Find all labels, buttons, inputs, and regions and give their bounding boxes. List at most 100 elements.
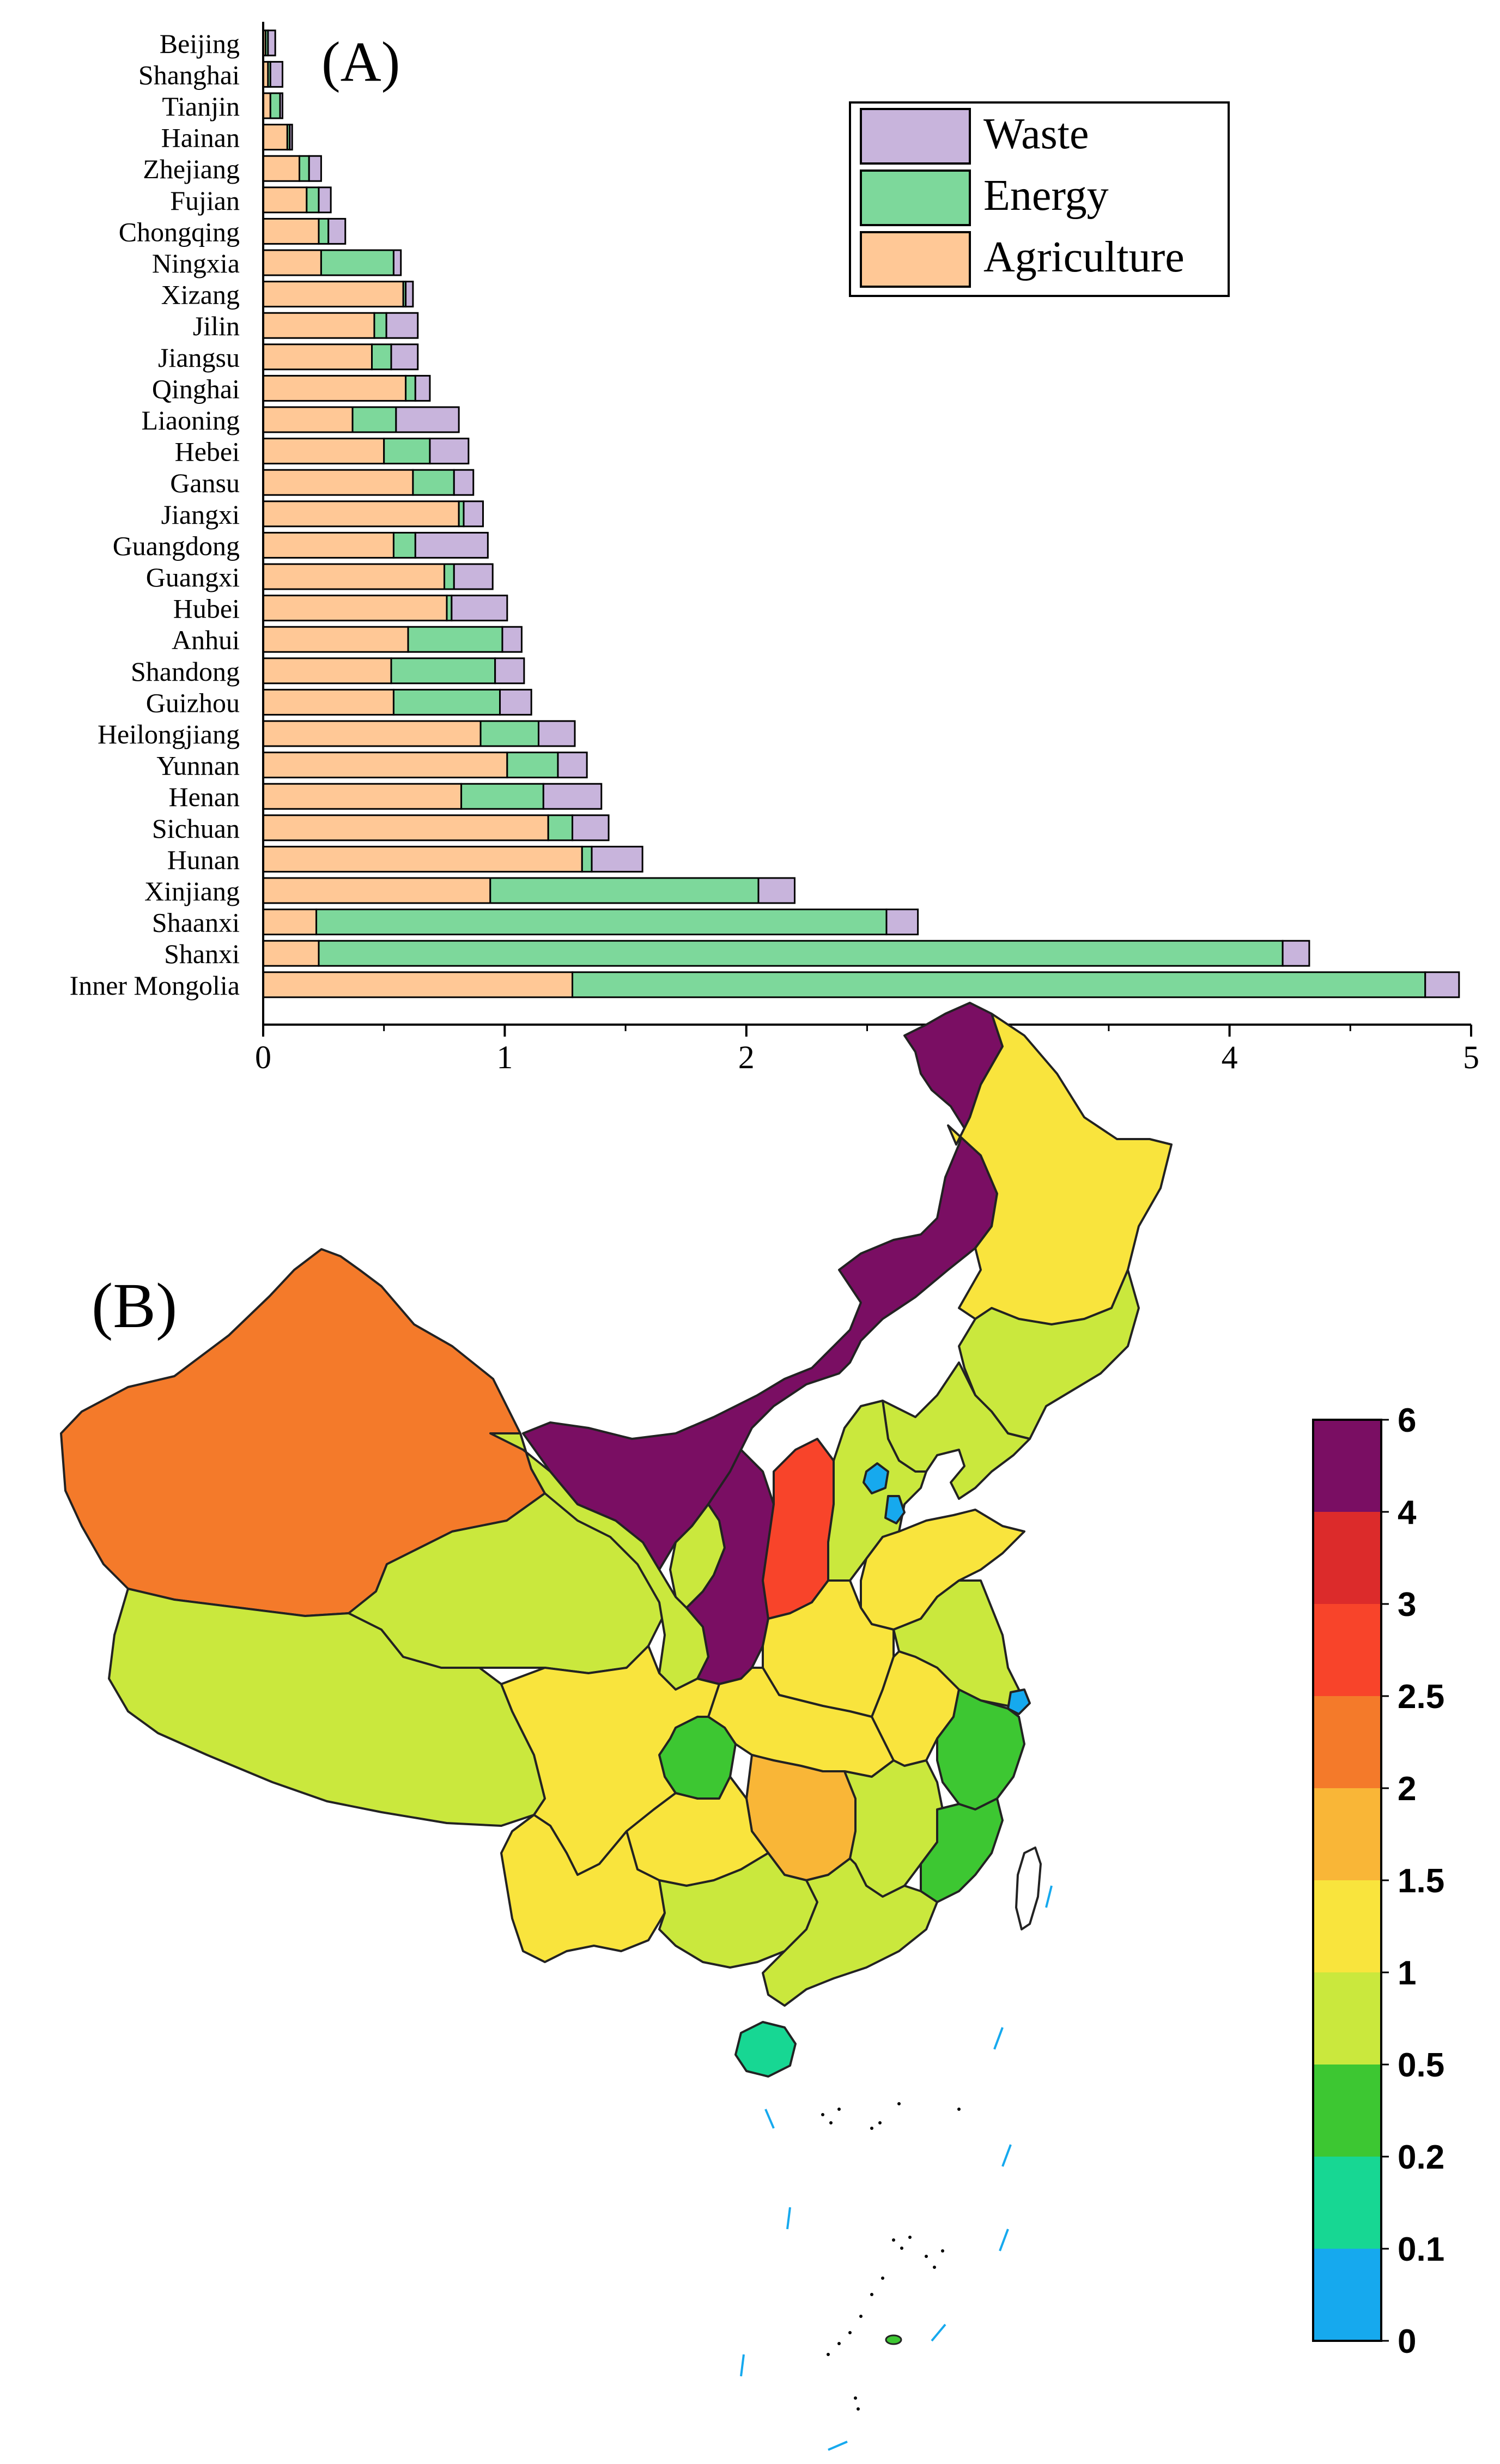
island-marker	[885, 2334, 902, 2345]
bar-energy-guangdong	[392, 531, 416, 559]
bar-waste-hainan	[289, 124, 293, 151]
bar-energy-inner-mongolia	[572, 971, 1426, 998]
bar-agriculture-gansu	[262, 469, 414, 496]
category-label: Chongqing	[119, 216, 240, 247]
category-label: Xinjiang	[144, 876, 240, 906]
colorbar-segment	[1313, 2249, 1381, 2341]
category-label: Heilongjiang	[98, 719, 240, 749]
colorbar-tick-label: 2	[1398, 1770, 1416, 1808]
bar-agriculture-guizhou	[262, 688, 394, 716]
bar-waste-heilongjiang	[537, 720, 576, 747]
colorbar-tick-label: 6	[1398, 1402, 1416, 1439]
bar-waste-henan	[542, 783, 603, 810]
legend-items: Waste Energy Agriculture	[860, 108, 1185, 288]
category-label: Sichuan	[152, 813, 240, 844]
bar-waste-hebei	[429, 438, 470, 465]
colorbar-tick-label: 2.5	[1398, 1678, 1444, 1716]
bar-energy-guangxi	[444, 563, 455, 590]
bar-agriculture-qinghai	[262, 374, 407, 402]
colorbar-segment	[1313, 2065, 1381, 2157]
colorbar-tick-label: 0	[1398, 2323, 1416, 2360]
bar-waste-gansu	[453, 469, 475, 496]
category-label: Shaanxi	[152, 907, 240, 938]
legend-swatch-energy	[860, 169, 971, 226]
region-tianjin	[884, 1495, 906, 1524]
category-label: Ningxia	[152, 248, 240, 279]
category-label: Shanxi	[164, 939, 240, 969]
category-label: Guangxi	[146, 562, 240, 592]
region-taiwan	[1015, 1847, 1042, 1930]
category-label: Shandong	[131, 656, 240, 687]
bar-energy-shandong	[390, 657, 496, 685]
bar-waste-shanxi	[1282, 940, 1310, 967]
category-label: Hunan	[167, 844, 240, 875]
colorbar-segment	[1313, 1788, 1381, 1881]
map-regions	[60, 1002, 1173, 2078]
x-tick-label: 2	[738, 1039, 755, 1075]
bar-energy-henan	[460, 783, 544, 810]
colorbar: 6 4 3 2.5 2 1.5 1 0.5 0.2 0.1 0	[1312, 1402, 1444, 2360]
bar-waste-beijing	[267, 29, 276, 57]
colorbar-tick-label: 0.5	[1398, 2047, 1444, 2084]
bar-waste-zhejiang	[308, 155, 322, 182]
bar-waste-inner-mongolia	[1424, 971, 1460, 998]
category-labels-group: BeijingShanghaiTianjinHainanZhejiangFuji…	[70, 28, 240, 1001]
bar-energy-tianjin	[269, 92, 281, 119]
colorbar-tick-label: 3	[1398, 1586, 1416, 1624]
region-fujian	[920, 1797, 1004, 1903]
category-label: Beijing	[160, 28, 240, 59]
x-tick-label: 5	[1463, 1039, 1479, 1075]
x-tick-label: 1	[496, 1039, 513, 1075]
category-label: Hainan	[161, 123, 240, 153]
bar-waste-yunnan	[557, 752, 588, 779]
bar-agriculture-sichuan	[262, 814, 549, 841]
x-tick-label: 0	[255, 1039, 271, 1075]
bars-group	[262, 29, 1460, 998]
region-guangdong	[762, 1857, 938, 2007]
bar-agriculture-jilin	[262, 312, 375, 339]
legend-label-waste: Waste	[983, 110, 1089, 158]
bar-waste-guizhou	[499, 688, 532, 716]
bar-agriculture-hebei	[262, 438, 385, 465]
panel-a-label: (A)	[321, 31, 400, 93]
bar-agriculture-anhui	[262, 626, 409, 653]
bar-agriculture-xizang	[262, 281, 404, 308]
bar-energy-yunnan	[506, 752, 559, 779]
bar-agriculture-hainan	[262, 124, 288, 151]
bar-agriculture-guangxi	[262, 563, 446, 590]
bar-energy-heilongjiang	[479, 720, 539, 747]
category-label: Jiangsu	[158, 342, 240, 373]
bar-energy-jiangsu	[371, 343, 392, 371]
bar-energy-zhejiang	[299, 155, 310, 182]
bar-waste-hubei	[451, 595, 508, 622]
nine-dash-line	[740, 1885, 1053, 2451]
colorbar-segment	[1313, 1604, 1381, 1697]
colorbar-segment	[1313, 1512, 1381, 1605]
bar-energy-liaoning	[351, 406, 397, 433]
colorbar-tick-label: 0.2	[1398, 2139, 1444, 2176]
bar-waste-sichuan	[572, 814, 610, 841]
bar-waste-shanghai	[269, 60, 283, 88]
bar-agriculture-ningxia	[262, 249, 322, 276]
bar-waste-shandong	[494, 657, 525, 685]
bar-waste-guangxi	[453, 563, 494, 590]
bar-energy-qinghai	[405, 374, 416, 402]
bar-energy-shanxi	[318, 940, 1284, 967]
bar-waste-shaanxi	[885, 909, 919, 936]
category-label: Gansu	[170, 468, 240, 498]
category-label: Guizhou	[146, 687, 240, 718]
region-beijing	[863, 1462, 889, 1494]
bar-energy-hunan	[581, 845, 593, 873]
category-label: Yunnan	[156, 750, 240, 781]
bar-waste-chongqing	[327, 217, 347, 245]
bar-energy-shaanxi	[315, 909, 888, 936]
bar-waste-fujian	[318, 186, 332, 214]
region-yunnan	[500, 1814, 666, 1963]
bar-waste-anhui	[501, 626, 523, 653]
bar-agriculture-fujian	[262, 186, 308, 214]
bar-energy-guizhou	[392, 688, 501, 716]
bar-waste-jilin	[385, 312, 419, 339]
bar-waste-qinghai	[414, 374, 431, 402]
category-label: Hubei	[173, 594, 240, 624]
